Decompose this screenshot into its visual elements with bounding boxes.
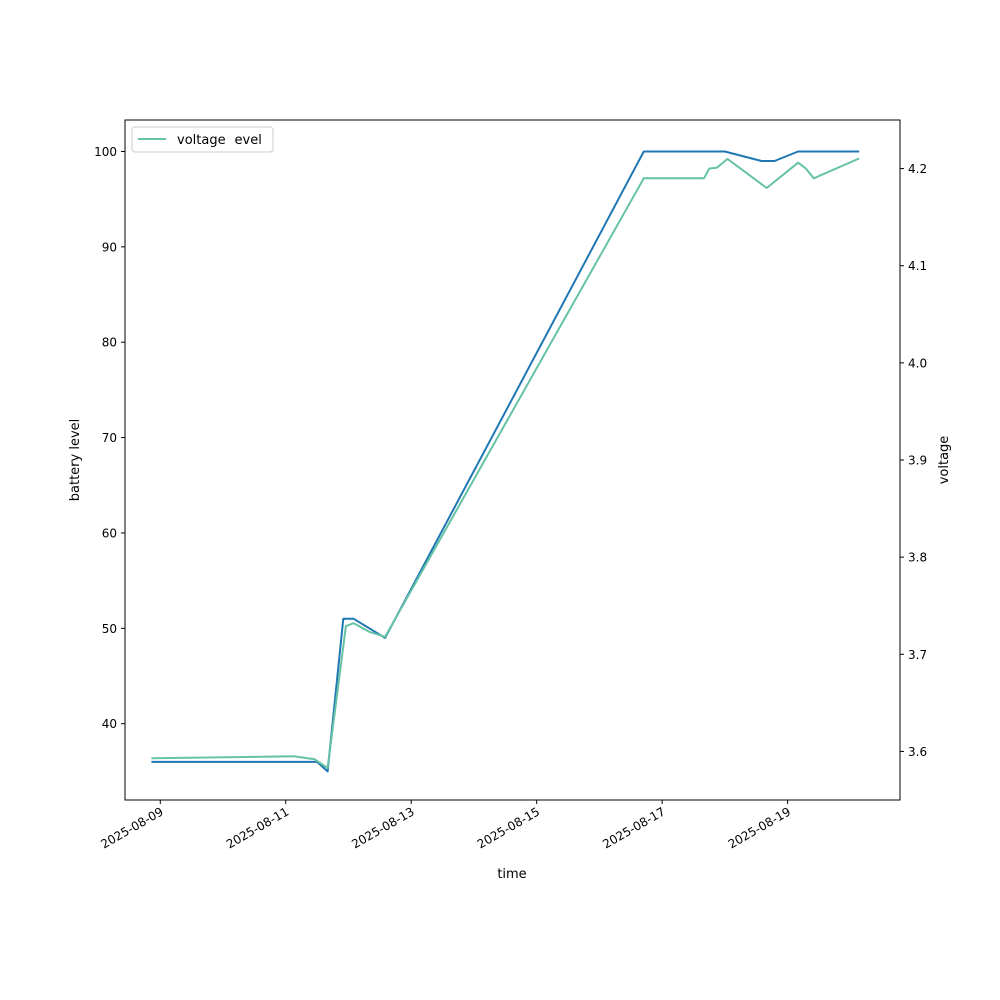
y-left-tick-label: 90 [102,240,117,254]
data-point-voltage [353,622,355,624]
y-right-tick-label: 4.1 [908,259,927,273]
y-axis-right: 3.6 3.7 3.8 3.9 4.0 4.1 4.2 [900,162,927,759]
legend-label-voltage: voltage [177,133,226,148]
data-point-voltage [813,177,815,179]
y-left-tick-label: 100 [94,145,117,159]
data-point-battery-level [151,761,153,763]
data-point-battery-level [773,160,776,162]
y-right-tick-label: 4.0 [908,356,927,370]
data-point-voltage [643,177,645,179]
data-point-battery-level [327,770,329,773]
data-point-battery-level [724,150,726,153]
data-point-voltage [797,162,799,164]
data-point-voltage [327,767,329,769]
data-point-voltage [368,631,370,633]
data-point-voltage [345,625,347,627]
data-point-voltage [293,755,295,757]
y-left-tick-label: 80 [102,336,117,350]
data-point-voltage [766,187,768,189]
data-point-voltage [703,177,705,179]
legend: battery_level voltage [131,126,274,153]
y-left-tick-label: 50 [102,622,117,636]
y-right-tick-label: 3.6 [908,745,927,759]
y-right-tick-label: 4.2 [908,162,927,176]
data-point-battery-level [643,150,645,153]
data-point-voltage [384,636,386,638]
y-right-tick-label: 3.8 [908,551,927,565]
data-point-voltage [716,167,718,169]
data-point-battery-level [306,761,308,763]
series-line-voltage [151,157,860,769]
y-axis-left: 40 50 60 70 80 90 100 [94,145,125,731]
y-left-tick-label: 40 [102,717,117,731]
data-point-battery-level [857,150,859,153]
data-point-battery-level [797,150,799,153]
y-right-tick-label: 3.9 [908,454,927,468]
data-point-voltage [313,758,316,760]
y-right-tick-label: 3.7 [908,648,927,662]
y-left-tick-label: 70 [102,431,117,445]
data-point-voltage [726,158,729,160]
data-point-voltage [857,158,859,160]
data-point-battery-level [760,160,763,162]
y-axis-right-label: voltage [937,436,952,485]
y-axis-left-label: battery level [68,419,83,502]
data-point-voltage [708,168,710,170]
data-point-battery-level [342,618,344,620]
y-left-tick-label: 60 [102,526,117,540]
legend-overlap-mask [172,129,234,149]
data-point-voltage [805,168,807,170]
data-point-battery-level [353,618,355,620]
series-layer [151,150,860,773]
x-axis-label: time [497,867,526,882]
data-point-voltage [151,757,153,759]
